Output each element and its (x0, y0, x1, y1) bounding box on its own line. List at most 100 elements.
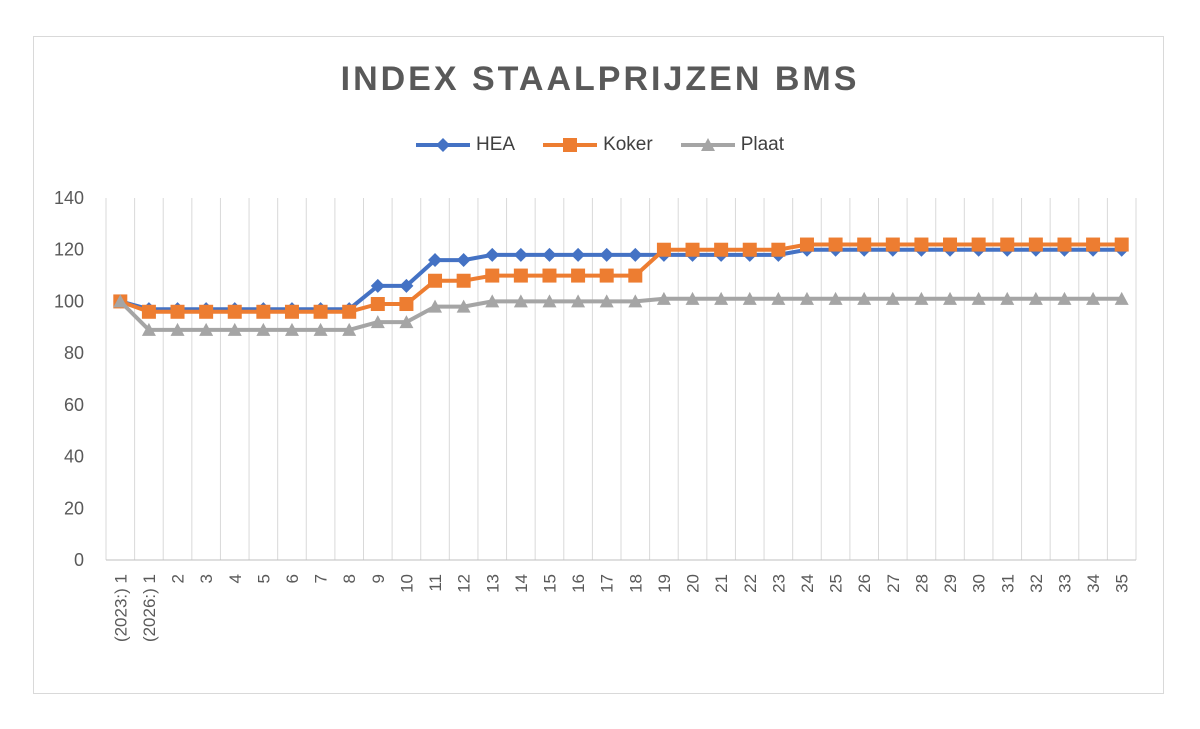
y-tick-label: 20 (64, 498, 84, 518)
data-point-plaat (857, 291, 872, 305)
data-point-hea (428, 253, 443, 268)
data-point-plaat (399, 315, 414, 329)
data-point-plaat (685, 291, 700, 305)
data-point-plaat (714, 291, 729, 305)
x-tick-label: 33 (1055, 574, 1074, 593)
legend: HEA Koker Plaat (0, 134, 1200, 156)
data-point-hea (628, 247, 643, 262)
data-point-koker (1028, 237, 1043, 252)
data-point-koker (857, 237, 872, 252)
data-point-koker (399, 297, 414, 312)
x-tick-label: 7 (312, 574, 331, 583)
data-point-plaat (542, 294, 557, 308)
data-point-hea (370, 278, 385, 293)
data-point-koker (971, 237, 986, 252)
x-tick-label: 23 (769, 574, 788, 593)
data-point-plaat (914, 291, 929, 305)
data-point-koker (771, 242, 786, 257)
x-tick-label: 31 (998, 574, 1017, 593)
y-tick-label: 0 (74, 550, 84, 570)
x-tick-label: (2023:) 1 (111, 574, 130, 642)
data-point-plaat (628, 294, 643, 308)
x-tick-label: 8 (340, 574, 359, 583)
y-tick-label: 100 (54, 291, 84, 311)
y-tick-label: 60 (64, 395, 84, 415)
data-point-plaat (799, 291, 814, 305)
x-tick-label: 4 (226, 574, 245, 583)
x-tick-label: 13 (483, 574, 502, 593)
legend-item-plaat: Plaat (680, 134, 785, 156)
legend-swatch-plaat (680, 138, 735, 151)
data-point-plaat (943, 291, 958, 305)
data-point-plaat (485, 294, 500, 308)
x-tick-label: 5 (254, 574, 273, 583)
chart-frame (33, 36, 1164, 694)
data-point-koker (571, 268, 586, 283)
x-tick-label: 12 (455, 574, 474, 593)
data-point-koker (284, 304, 299, 319)
x-tick-label: 20 (684, 574, 703, 593)
data-point-koker (656, 242, 671, 257)
data-point-koker (914, 237, 929, 252)
data-point-hea (599, 247, 614, 262)
data-point-koker (513, 268, 528, 283)
x-tick-label: 32 (1027, 574, 1046, 593)
data-point-koker (199, 304, 214, 319)
data-point-koker (256, 304, 271, 319)
data-point-koker (370, 297, 385, 312)
data-point-koker (485, 268, 500, 283)
data-point-plaat (170, 322, 185, 336)
y-tick-label: 120 (54, 240, 84, 260)
data-point-plaat (313, 322, 328, 336)
data-point-koker (628, 268, 643, 283)
data-point-koker (1114, 237, 1129, 252)
data-point-plaat (256, 322, 271, 336)
data-point-plaat (113, 294, 128, 308)
x-tick-label: 18 (626, 574, 645, 593)
data-point-plaat (971, 291, 986, 305)
x-tick-label: 19 (655, 574, 674, 593)
data-point-koker (943, 237, 958, 252)
data-point-koker (1057, 237, 1072, 252)
data-point-hea (399, 278, 414, 293)
data-point-koker (799, 237, 814, 252)
data-point-koker (170, 304, 185, 319)
data-point-plaat (141, 322, 156, 336)
data-point-koker (685, 242, 700, 257)
data-point-koker (313, 304, 328, 319)
chart-title: INDEX STAALPRIJZEN BMS (340, 60, 860, 98)
x-tick-label: 26 (855, 574, 874, 593)
data-point-plaat (284, 322, 299, 336)
x-tick-label: 6 (283, 574, 302, 583)
x-tick-label: 34 (1084, 574, 1103, 593)
data-point-koker (542, 268, 557, 283)
data-point-koker (1086, 237, 1101, 252)
x-tick-label: 10 (397, 574, 416, 593)
legend-item-hea: HEA (415, 134, 515, 156)
data-point-hea (513, 247, 528, 262)
data-point-plaat (571, 294, 586, 308)
data-point-koker (456, 273, 471, 288)
data-point-koker (141, 304, 156, 319)
x-tick-label: (2026:) 1 (140, 574, 159, 642)
data-point-plaat (513, 294, 528, 308)
x-tick-label: 24 (798, 574, 817, 593)
y-tick-label: 40 (64, 447, 84, 467)
data-point-plaat (1028, 291, 1043, 305)
x-tick-label: 3 (197, 574, 216, 583)
x-tick-label: 30 (970, 574, 989, 593)
x-tick-label: 17 (598, 574, 617, 593)
legend-label-plaat: Plaat (740, 134, 785, 155)
data-point-plaat (1000, 291, 1015, 305)
data-point-koker (342, 304, 357, 319)
data-point-koker (885, 237, 900, 252)
data-point-koker (227, 304, 242, 319)
x-tick-label: 11 (426, 574, 445, 592)
x-tick-label: 29 (941, 574, 960, 593)
data-point-plaat (1086, 291, 1101, 305)
data-point-plaat (885, 291, 900, 305)
legend-label-koker: Koker (603, 134, 653, 155)
x-tick-label: 21 (712, 574, 731, 593)
data-point-hea (571, 247, 586, 262)
